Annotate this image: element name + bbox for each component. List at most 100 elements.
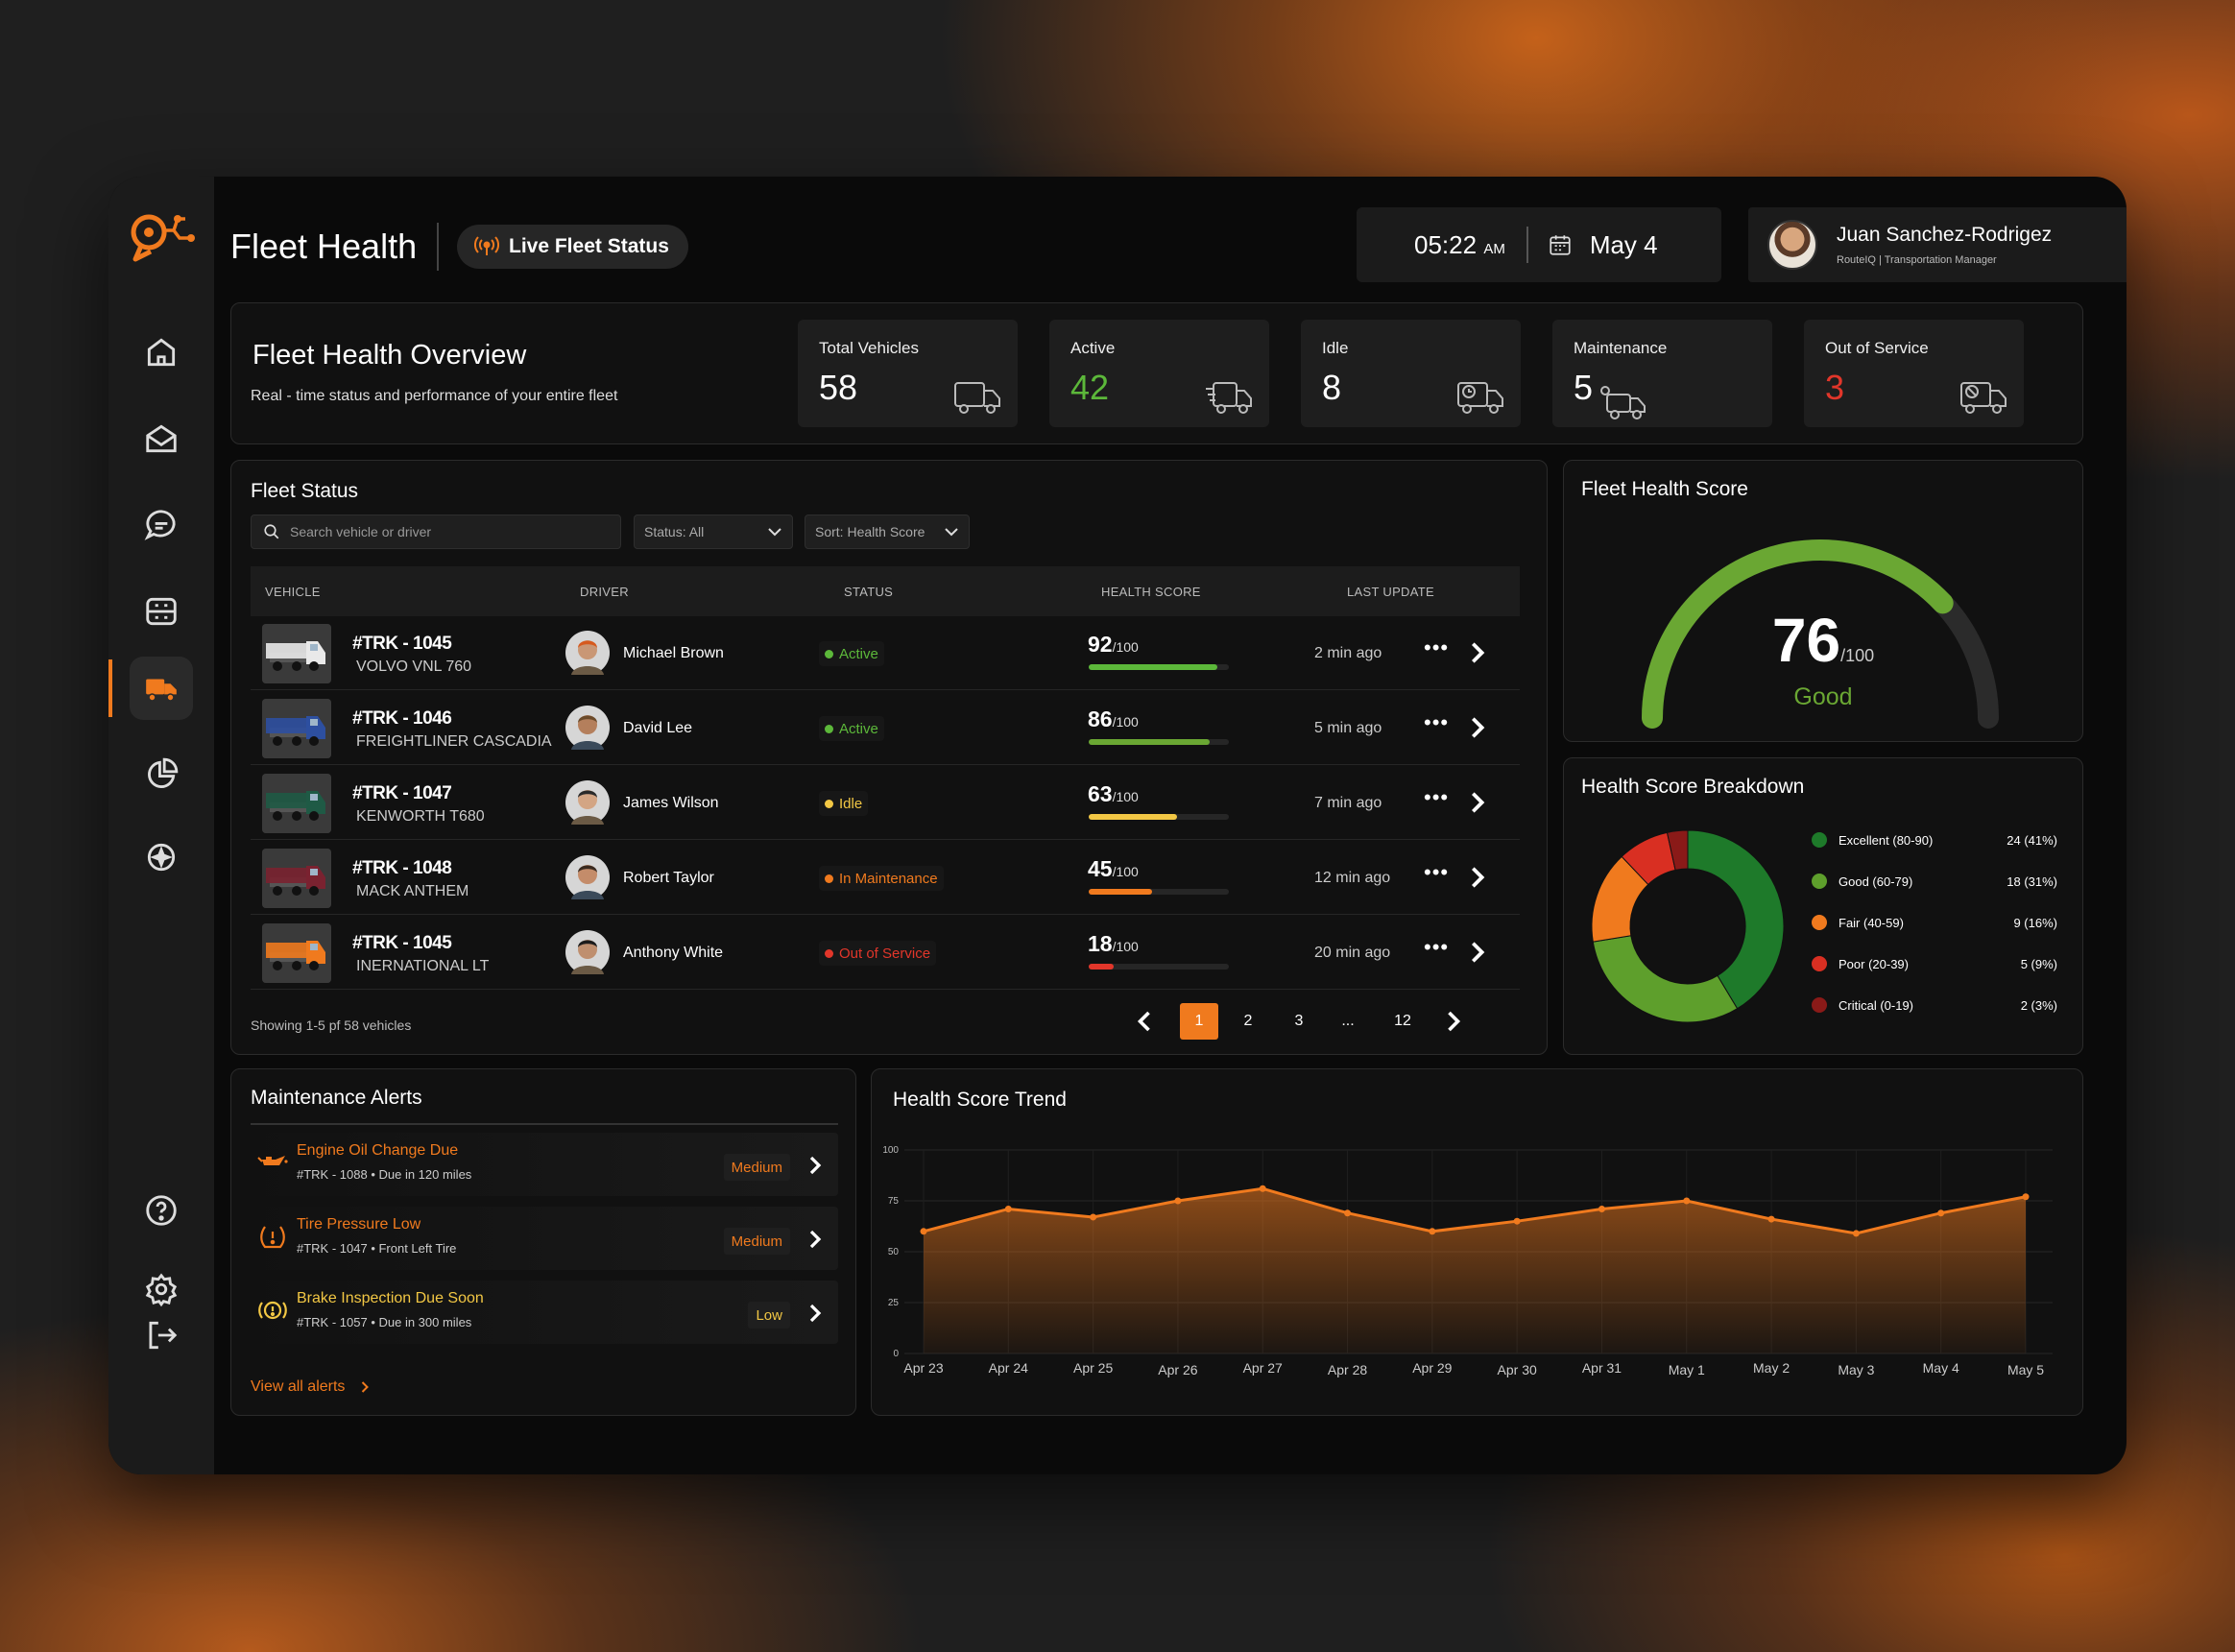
status-text: In Maintenance <box>839 870 938 887</box>
sort-select[interactable]: Sort: Health Score <box>805 515 970 549</box>
search-input[interactable] <box>290 524 597 539</box>
nav-fleet[interactable] <box>130 657 193 720</box>
alerts-title: Maintenance Alerts <box>251 1087 422 1109</box>
vehicle-thumbnail <box>262 923 331 983</box>
alert-item[interactable]: Engine Oil Change Due #TRK - 1088 • Due … <box>247 1133 838 1196</box>
more-options-icon[interactable]: ••• <box>1424 710 1450 734</box>
health-trend-card: 0 25 50 75 100 Apr 23 Apr 24 Apr 25 Apr 26 Apr 27… <box>871 1068 2083 1416</box>
trend-point[interactable] <box>1090 1213 1097 1221</box>
more-options-icon[interactable]: ••• <box>1424 635 1450 659</box>
chevron-right-icon[interactable] <box>1468 789 1487 816</box>
chevron-right-icon[interactable] <box>807 1302 823 1325</box>
fleet-overview-card: Fleet Health Overview Real - time status… <box>230 302 2083 444</box>
nav-settings[interactable] <box>130 1257 193 1321</box>
user-profile[interactable]: Juan Sanchez-Rodrigez RouteIQ | Transpor… <box>1748 207 2127 282</box>
more-options-icon[interactable]: ••• <box>1424 785 1450 809</box>
alert-detail: #TRK - 1047 • Front Left Tire <box>297 1241 457 1256</box>
table-row[interactable]: #TRK - 1045 VOLVO VNL 760 Michael Brown Act… <box>251 616 1520 690</box>
col-status[interactable]: STATUS <box>844 585 894 599</box>
last-update: 2 min ago <box>1314 645 1382 661</box>
view-all-label: View all alerts <box>251 1378 346 1395</box>
trend-point[interactable] <box>1344 1209 1352 1217</box>
stat-total-vehicles[interactable]: Total Vehicles 58 <box>798 320 1018 427</box>
vehicle-id: #TRK - 1047 <box>352 783 452 803</box>
status-dot <box>825 799 833 808</box>
vehicle-model: FREIGHTLINER CASCADIA <box>356 733 552 750</box>
y-tick-label: 50 <box>888 1247 900 1257</box>
chevron-right-icon[interactable] <box>807 1154 823 1177</box>
nav-dashboard[interactable] <box>130 580 193 643</box>
trend-point[interactable] <box>1259 1185 1266 1192</box>
vehicle-model: INERNATIONAL LT <box>356 958 490 974</box>
stat-maintenance[interactable]: Maintenance 5 <box>1552 320 1772 427</box>
trend-point[interactable] <box>1852 1230 1860 1237</box>
live-fleet-status-button[interactable]: Live Fleet Status <box>457 225 688 269</box>
col-vehicle[interactable]: VEHICLE <box>265 585 321 599</box>
nav-reports[interactable] <box>130 743 193 806</box>
y-tick-label: 0 <box>893 1349 899 1359</box>
trend-point[interactable] <box>1683 1197 1691 1205</box>
trend-point[interactable] <box>1598 1205 1605 1212</box>
nav-mail[interactable] <box>130 407 193 470</box>
priority-badge: Medium <box>723 1154 790 1181</box>
table-row[interactable]: #TRK - 1048 MACK ANTHEM Robert Taylor In Ma… <box>251 841 1520 915</box>
page-1-button[interactable]: 1 <box>1180 1003 1218 1040</box>
stat-idle[interactable]: Idle 8 <box>1301 320 1521 427</box>
legend-label: Excellent (80-90) <box>1838 832 1934 848</box>
trend-point[interactable] <box>1767 1215 1775 1223</box>
stat-out-of-service[interactable]: Out of Service 3 <box>1804 320 2024 427</box>
date-value[interactable]: May 4 <box>1589 229 1658 259</box>
last-update: 12 min ago <box>1314 870 1391 886</box>
legend-item: Critical (0-19) 2 (3%) <box>1812 995 2057 1015</box>
calendar-icon[interactable] <box>1548 232 1573 257</box>
vehicle-id: #TRK - 1045 <box>352 933 452 953</box>
status-filter-select[interactable]: Status: All <box>634 515 793 549</box>
maintenance-alerts-card: Maintenance Alerts Engine Oil Change Due… <box>230 1068 856 1416</box>
chevron-right-icon[interactable] <box>1468 939 1487 966</box>
page-title: Fleet Health <box>230 227 418 266</box>
prev-page-icon[interactable] <box>1136 1003 1153 1040</box>
overview-title: Fleet Health Overview <box>252 340 527 371</box>
alert-item[interactable]: Tire Pressure Low #TRK - 1047 • Front Le… <box>247 1207 838 1270</box>
alert-item[interactable]: Brake Inspection Due Soon #TRK - 1057 • … <box>247 1281 838 1344</box>
trend-point[interactable] <box>1429 1228 1436 1235</box>
col-health-score[interactable]: HEALTH SCORE <box>1101 585 1201 599</box>
col-driver[interactable]: DRIVER <box>580 585 629 599</box>
table-row[interactable]: #TRK - 1046 FREIGHTLINER CASCADIA David Le… <box>251 691 1520 765</box>
alert-detail: #TRK - 1088 • Due in 120 miles <box>297 1167 472 1182</box>
stat-value: 58 <box>819 368 858 407</box>
more-options-icon[interactable]: ••• <box>1424 935 1450 959</box>
chevron-right-icon[interactable] <box>807 1228 823 1251</box>
logo <box>131 214 195 262</box>
next-page-icon[interactable] <box>1445 1003 1462 1040</box>
table-row[interactable]: #TRK - 1047 KENWORTH T680 James Wilson Idle… <box>251 766 1520 840</box>
stat-active[interactable]: Active 42 <box>1049 320 1269 427</box>
trend-point[interactable] <box>1937 1209 1945 1217</box>
trend-point[interactable] <box>1004 1205 1012 1212</box>
page-3-button[interactable]: 3 <box>1294 1013 1304 1029</box>
chevron-right-icon[interactable] <box>1468 639 1487 666</box>
legend-dot <box>1812 915 1827 930</box>
col-last-update[interactable]: LAST UPDATE <box>1347 585 1434 599</box>
chevron-right-icon[interactable] <box>1468 864 1487 891</box>
trend-point[interactable] <box>920 1228 927 1235</box>
chevron-right-icon[interactable] <box>1468 714 1487 741</box>
vehicle-thumbnail <box>262 849 331 908</box>
table-row[interactable]: #TRK - 1045 INERNATIONAL LT Anthony White O… <box>251 916 1520 990</box>
page-2-button[interactable]: 2 <box>1243 1013 1253 1029</box>
nav-chat[interactable] <box>130 493 193 557</box>
nav-ai[interactable] <box>130 826 193 889</box>
driver-name: Michael Brown <box>623 645 724 661</box>
search-box[interactable] <box>251 515 621 549</box>
page-12-button[interactable]: 12 <box>1394 1013 1411 1029</box>
nav-home[interactable] <box>130 321 193 384</box>
view-all-alerts-link[interactable]: View all alerts <box>251 1378 370 1396</box>
trend-point[interactable] <box>1174 1197 1182 1205</box>
score-bar <box>1089 889 1229 895</box>
nav-logout[interactable] <box>130 1304 193 1367</box>
more-options-icon[interactable]: ••• <box>1424 860 1450 884</box>
sparkle-icon <box>147 843 176 872</box>
nav-help[interactable] <box>130 1179 193 1242</box>
trend-point[interactable] <box>2022 1193 2030 1201</box>
trend-point[interactable] <box>1513 1217 1521 1225</box>
